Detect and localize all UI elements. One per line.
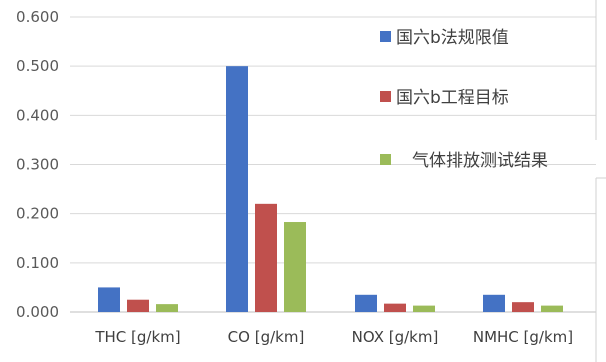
y-tick-label: 0.400	[16, 106, 59, 124]
bar-1-2	[355, 294, 377, 312]
x-category-label: CO [g/km]	[228, 328, 305, 346]
bar-1-1	[226, 66, 248, 313]
bar-1-0	[98, 287, 120, 312]
x-axis: THC [g/km] CO [g/km] NOX [g/km] NMHC [g/km]	[94, 328, 573, 346]
legend-label: 国六b工程目标	[396, 88, 509, 108]
legend-swatch	[380, 154, 391, 165]
y-tick-label: 0.300	[16, 156, 59, 174]
bar-2-3	[512, 302, 534, 312]
bar-2-2	[384, 303, 406, 312]
x-category-label: NOX [g/km]	[352, 328, 439, 346]
x-category-label: NMHC [g/km]	[473, 328, 573, 346]
y-tick-label: 0.100	[16, 254, 59, 272]
y-tick-label: 0.200	[16, 205, 59, 223]
bar-2-1	[255, 203, 277, 312]
y-tick-label: 0.600	[16, 8, 59, 26]
bar-2-0	[127, 299, 149, 312]
y-tick-label: 0.000	[16, 303, 59, 321]
legend-label: 气体排放测试结果	[412, 151, 548, 171]
x-category-label: THC [g/km]	[94, 328, 180, 346]
y-tick-label: 0.500	[16, 57, 59, 75]
legend-swatch	[380, 91, 391, 102]
legend-swatch	[380, 31, 391, 42]
y-axis-ticks: 0.000 0.100 0.200 0.300 0.400 0.500 0.600	[16, 8, 59, 321]
legend-label: 国六b法规限值	[396, 28, 509, 48]
bars	[98, 66, 563, 313]
bar-3-3	[541, 305, 563, 312]
bar-3-1	[284, 222, 306, 312]
side-panel-frame	[595, 0, 606, 362]
gridlines	[70, 16, 596, 313]
bar-3-2	[413, 305, 435, 312]
bar-1-3	[483, 294, 505, 312]
bar-3-0	[156, 304, 178, 312]
